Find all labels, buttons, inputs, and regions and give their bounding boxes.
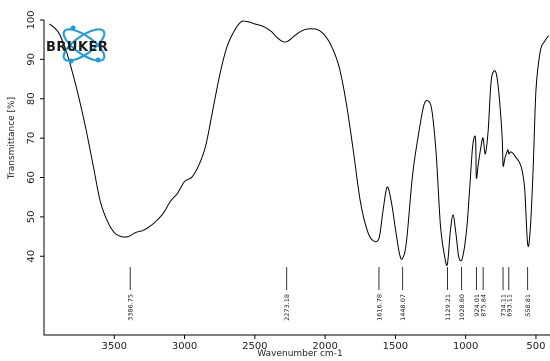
y-axis-label: Transmittance [%]	[7, 97, 17, 180]
y-tick-label: 40	[26, 250, 37, 263]
peak-label: 1448.07	[399, 294, 407, 321]
y-tick-label: 80	[26, 92, 37, 105]
tick-marks	[40, 19, 537, 339]
y-tick-label: 100	[26, 10, 37, 29]
peak-label: 734.11	[500, 294, 508, 317]
tick-labels: 40 50 60 70 80 90 100 3500 3000 2500 2000 1500 1000 5…	[26, 10, 545, 352]
peak-label: 2273.18	[283, 294, 291, 321]
spectrum-line	[49, 20, 549, 266]
x-tick-label: 3000	[172, 341, 197, 352]
y-tick-label: 70	[26, 132, 37, 145]
x-tick-label: 2500	[242, 341, 267, 352]
y-tick-label: 90	[26, 53, 37, 66]
x-tick-label: 1000	[453, 341, 478, 352]
peak-markers: 3386.75 2273.18 1616.78 1448.07 1129.21 1028.…	[127, 267, 532, 321]
axes	[43, 20, 550, 336]
x-tick-label: 3500	[102, 341, 127, 352]
peak-label: 1129.21	[444, 294, 452, 321]
peak-label: 875.84	[480, 294, 488, 317]
axis-frame	[43, 20, 550, 336]
x-axis-label: Wavenumber cm-1	[257, 349, 342, 359]
atom-icon	[62, 25, 106, 64]
bruker-logo: BRUKER	[46, 25, 108, 64]
peak-label: 3386.75	[127, 294, 135, 321]
peak-label: 1028.80	[458, 294, 466, 321]
y-tick-label: 50	[26, 211, 37, 224]
x-tick-label: 2000	[312, 341, 337, 352]
peak-label: 693.11	[505, 294, 513, 317]
peak-label: 1616.78	[375, 294, 383, 321]
x-tick-label: 500	[526, 341, 545, 352]
x-tick-label: 1500	[383, 341, 408, 352]
logo-text: BRUKER	[46, 40, 108, 55]
peak-label: 924.01	[473, 294, 481, 317]
y-tick-label: 60	[26, 171, 37, 184]
peak-label: 558.81	[524, 294, 532, 317]
